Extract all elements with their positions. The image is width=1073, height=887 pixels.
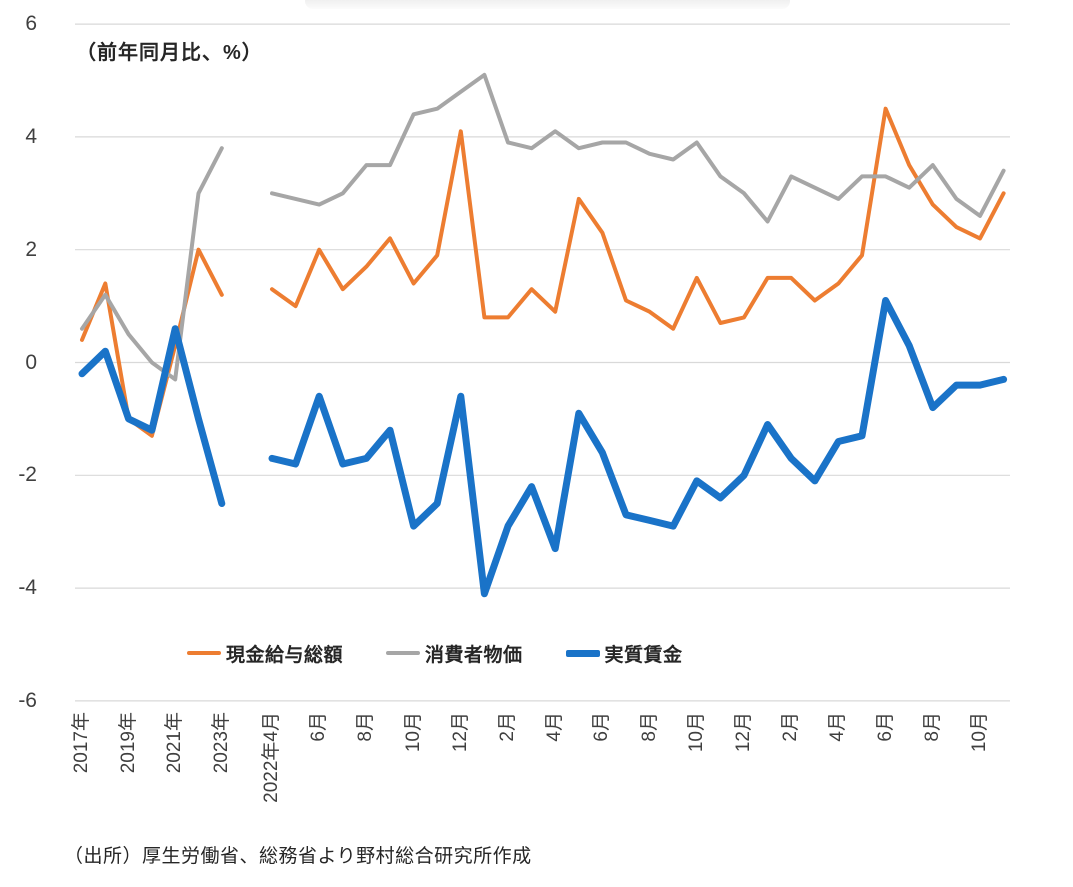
y-axis-tick-label: 4 [25, 125, 37, 148]
legend-label-cash-wages: 現金給与総額 [226, 644, 344, 666]
x-axis-tick-label: 2022年4月 [261, 712, 282, 803]
series-line-monthly [268, 297, 1008, 598]
legend-item-real-wages: 実質賃金 [565, 640, 683, 667]
legend: 現金給与総額 消費者物価 実質賃金 [187, 640, 683, 666]
x-axis-tick-label: 4月 [544, 712, 565, 742]
x-axis-tick-label: 4月 [827, 712, 848, 742]
legend-swatch-cash-wages [187, 651, 221, 655]
legend-swatch-real-wages [565, 649, 600, 657]
x-axis-tick-label: 10月 [969, 712, 990, 753]
series-line-monthly [270, 106, 1006, 331]
y-axis-tick-label: -2 [18, 463, 37, 486]
y-axis-tick-label: 0 [25, 351, 37, 374]
x-axis-tick-label: 8月 [639, 712, 660, 742]
y-axis-tick-label: -6 [18, 689, 37, 712]
y-axis-tick-label: -4 [18, 576, 37, 599]
x-axis-tick-label: 2月 [497, 712, 518, 742]
x-axis-tick-label: 2019年 [118, 712, 139, 774]
x-axis-tick-label: 6月 [308, 712, 329, 742]
legend-label-real-wages: 実質賃金 [604, 644, 683, 666]
x-axis-tick-label: 2017年 [71, 712, 92, 774]
legend-swatch-consumer-prices [386, 651, 421, 655]
x-axis-tick-label: 2月 [780, 712, 801, 742]
x-axis-tick-label: 6月 [591, 712, 612, 742]
series-line-annual [80, 146, 224, 382]
x-axis-tick-label: 8月 [355, 712, 376, 742]
x-axis-tick-label: 6月 [875, 712, 896, 742]
y-axis-tick-label: 6 [25, 12, 37, 35]
x-axis-tick-label: 2021年 [164, 712, 185, 774]
legend-label-consumer-prices: 消費者物価 [425, 644, 523, 666]
series-line-annual [78, 325, 226, 507]
x-axis-tick-label: 8月 [922, 712, 943, 742]
source-note: （出所）厚生労働省、総務省より野村総合研究所作成 [64, 846, 532, 867]
x-axis-tick-label: 10月 [686, 712, 707, 753]
legend-item-consumer-prices: 消費者物価 [386, 640, 523, 667]
legend-item-cash-wages: 現金給与総額 [187, 640, 343, 667]
series-line-annual [80, 247, 224, 438]
x-axis-tick-label: 10月 [403, 712, 424, 753]
x-axis-tick-label: 12月 [733, 712, 754, 753]
series-line-monthly [270, 72, 1006, 224]
x-axis-tick-label: 2023年 [211, 712, 232, 774]
unit-note: （前年同月比、%） [76, 42, 263, 64]
y-axis-tick-label: 2 [25, 238, 37, 261]
cropped-title-remnant [305, 0, 790, 9]
x-axis-tick-label: 12月 [450, 712, 471, 753]
